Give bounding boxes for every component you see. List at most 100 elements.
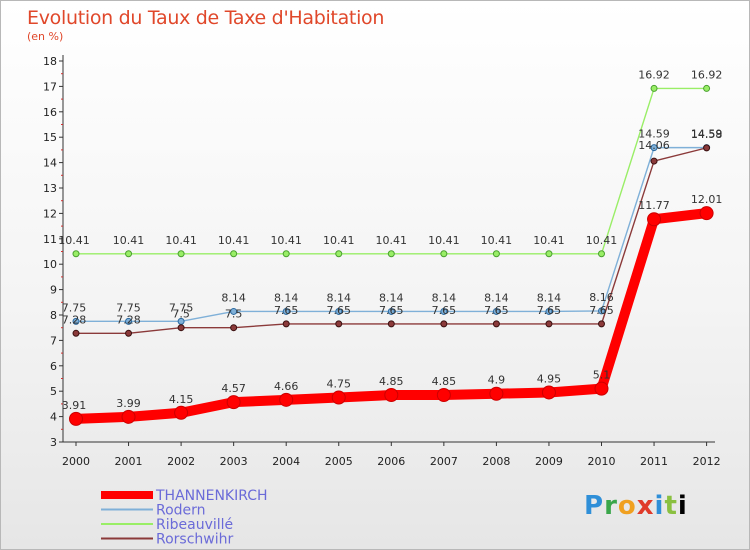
data-label: 7.65: [379, 304, 404, 317]
data-point: [440, 250, 448, 258]
x-tick-label: 2004: [272, 455, 300, 468]
data-label: 14.59: [638, 128, 670, 141]
data-label: 4.66: [274, 380, 299, 393]
data-point: [436, 388, 451, 403]
data-label: 10.41: [113, 234, 145, 247]
x-tick-label: 2007: [430, 455, 458, 468]
legend-label: Ribeauvillé: [156, 517, 233, 533]
data-label: 5.1: [593, 369, 611, 382]
data-point: [282, 250, 290, 258]
data-label: 7.75: [116, 301, 141, 314]
data-point: [125, 329, 133, 337]
proxiti-logo: Proxiti: [584, 491, 688, 521]
legend-label: Rodern: [156, 503, 206, 519]
data-point: [230, 307, 238, 315]
data-label: 4.57: [221, 382, 246, 395]
data-point: [492, 307, 500, 315]
data-label: 8.14: [484, 291, 509, 304]
data-label: 10.41: [533, 234, 565, 247]
data-point: [125, 317, 133, 325]
data-point: [125, 250, 133, 258]
data-labels: 3.91 3.99 4.15 4.57 4.66 4.75 4.85 4.85 4.9 4.95 5…: [58, 68, 722, 411]
data-label: 10.41: [376, 234, 408, 247]
y-tick-label: 15: [43, 131, 57, 144]
legend-label: THANNENKIRCH: [155, 488, 268, 504]
data-point: [440, 320, 448, 328]
data-label: 14.58: [691, 128, 723, 141]
x-tick-label: 2010: [588, 455, 616, 468]
data-label: 7.75: [62, 301, 87, 314]
y-tick-label: 6: [50, 360, 57, 373]
legend-label: Rorschwihr: [156, 532, 233, 548]
data-label: 7.28: [116, 313, 141, 326]
data-label: 10.41: [428, 234, 460, 247]
data-point: [598, 250, 605, 258]
data-point: [335, 307, 343, 315]
data-point: [650, 144, 658, 152]
data-point: [177, 250, 185, 258]
x-tick-label: 2009: [535, 455, 563, 468]
data-label: 7.28: [62, 313, 87, 326]
data-point: [387, 320, 395, 328]
data-point: [594, 381, 609, 396]
data-point: [545, 307, 553, 315]
y-tick-label: 10: [43, 258, 57, 271]
data-label: 8.14: [432, 291, 457, 304]
data-label: 10.41: [58, 234, 90, 247]
data-point: [492, 320, 500, 328]
data-label: 4.75: [327, 378, 352, 391]
data-point: [282, 320, 290, 328]
data-label: 11.77: [638, 199, 670, 212]
data-point: [650, 84, 658, 92]
x-tick-label: 2005: [325, 455, 353, 468]
data-point: [598, 320, 605, 328]
x-tick-label: 2012: [693, 455, 721, 468]
data-label: 10.41: [218, 234, 250, 247]
data-label: 16.92: [638, 68, 670, 81]
y-tick-label: 11: [43, 233, 57, 246]
data-label: 4.85: [379, 375, 404, 388]
data-label: 10.41: [586, 234, 618, 247]
data-label: 14.06: [638, 139, 670, 152]
data-label: 7.65: [484, 304, 509, 317]
data-point: [647, 212, 662, 227]
y-tick-label: 18: [43, 55, 57, 68]
x-tick-label: 2006: [377, 455, 405, 468]
data-point: [384, 388, 399, 403]
data-point: [703, 84, 711, 92]
data-point: [387, 307, 395, 315]
data-label: 10.41: [165, 234, 197, 247]
axes: 3 4 5 6 7 8 9 10 11 12 13 14 15 16 17 18 2000 2001 2002 200…: [43, 55, 721, 468]
y-tick-label: 4: [50, 411, 57, 424]
data-label: 10.41: [270, 234, 302, 247]
data-point: [699, 206, 714, 221]
data-label: 7.75: [169, 301, 194, 314]
data-label: 8.14: [327, 291, 352, 304]
data-point: [541, 385, 556, 400]
y-tick-label: 17: [43, 80, 57, 93]
data-point: [387, 250, 395, 258]
y-tick-label: 14: [43, 157, 57, 170]
data-point: [230, 250, 238, 258]
x-tick-label: 2008: [482, 455, 510, 468]
data-label: 4.9: [488, 374, 506, 387]
data-label: 4.95: [537, 372, 562, 385]
data-label: 16.92: [691, 68, 723, 81]
y-tick-label: 9: [50, 284, 57, 297]
data-point: [230, 324, 238, 332]
data-point: [69, 411, 83, 426]
data-label: 10.41: [323, 234, 355, 247]
data-label: 8.14: [537, 291, 562, 304]
y-tick-label: 8: [50, 309, 57, 322]
data-label: 7.5: [172, 308, 190, 321]
x-tick-label: 2011: [640, 455, 668, 468]
data-point: [174, 405, 189, 420]
data-point: [650, 157, 658, 165]
data-point: [177, 324, 185, 332]
x-tick-label: 2003: [220, 455, 248, 468]
data-label: 8.14: [379, 291, 404, 304]
data-label: 7.65: [274, 304, 299, 317]
data-point: [226, 395, 241, 410]
